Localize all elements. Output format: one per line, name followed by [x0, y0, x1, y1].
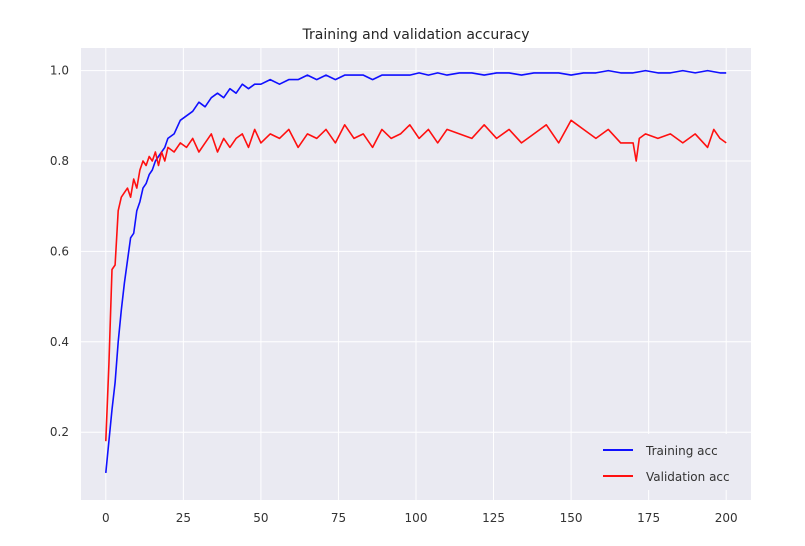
- y-tick-label: 1.0: [50, 64, 69, 78]
- y-tick-label: 0.2: [50, 425, 69, 439]
- chart-title: Training and validation accuracy: [301, 27, 529, 43]
- grid: [81, 48, 751, 500]
- tick-labels: 0 25 50 75 100 125 150 175 200 0.2 0.4 0.6 0.8 1.0: [50, 64, 738, 525]
- x-tick-label: 125: [482, 511, 505, 525]
- y-tick-label: 0.6: [50, 244, 69, 258]
- x-tick-label: 100: [405, 511, 428, 525]
- series-line-training: [105, 69, 727, 473]
- x-tick-label: 25: [176, 511, 191, 525]
- series-line-validation: [105, 119, 727, 442]
- y-tick-label: 0.8: [50, 154, 69, 168]
- x-tick-label: 175: [637, 511, 660, 525]
- x-tick-label: 0: [102, 511, 110, 525]
- legend-label-validation: Validation acc: [646, 470, 730, 484]
- legend-box: [595, 434, 745, 490]
- y-tick-label: 0.4: [50, 335, 69, 349]
- legend-label-training: Training acc: [645, 444, 718, 458]
- x-tick-label: 50: [253, 511, 268, 525]
- legend: Training acc Validation acc: [595, 434, 745, 490]
- x-tick-label: 75: [331, 511, 346, 525]
- series-lines: [105, 69, 727, 473]
- x-tick-label: 150: [560, 511, 583, 525]
- x-tick-label: 200: [715, 511, 738, 525]
